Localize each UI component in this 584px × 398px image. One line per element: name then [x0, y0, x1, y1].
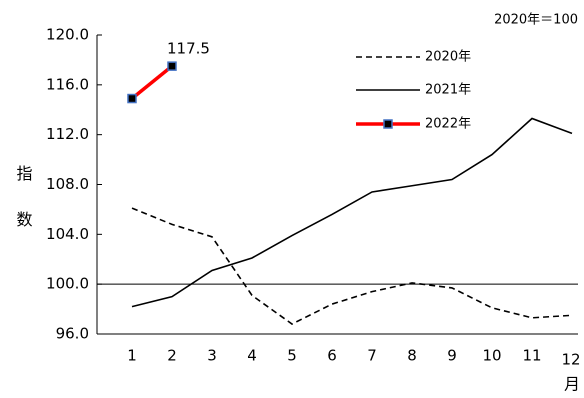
- y-tick-label: 108.0: [46, 175, 89, 193]
- series-line: [131, 207, 573, 325]
- x-tick-label: 1: [127, 347, 137, 365]
- x-tick-label: 4: [247, 347, 257, 365]
- data-label: 117.5: [167, 40, 210, 58]
- y-tick-label: 112.0: [46, 125, 89, 143]
- series-line: [131, 117, 573, 308]
- legend-marker: [383, 119, 393, 129]
- legend-label: 2021年: [425, 83, 471, 98]
- legend-label: 2020年: [425, 50, 471, 65]
- x-tick-label: 9: [447, 347, 457, 365]
- point: [167, 61, 177, 71]
- x-tick-label: 10: [482, 347, 501, 365]
- x-tick-label: 8: [407, 347, 417, 365]
- x-tick-label: 7: [367, 347, 377, 365]
- legend-label: 2022年: [425, 117, 471, 132]
- x-tick-label: 6: [327, 347, 337, 365]
- y-tick-label: 104.0: [46, 225, 89, 243]
- y-tick-label: 120.0: [46, 26, 89, 44]
- point: [127, 93, 137, 104]
- x-axis-label: 月: [564, 375, 580, 394]
- x-tick-label: 3: [207, 347, 217, 365]
- y-tick-label: 116.0: [46, 75, 89, 93]
- y-tick-label: 96.0: [56, 325, 89, 343]
- x-tick-label: 12: [561, 351, 580, 369]
- series-line: [130, 64, 174, 100]
- chart-note: 2020年＝100: [494, 13, 578, 28]
- x-tick-label: 11: [522, 347, 541, 365]
- x-tick-label: 2: [167, 347, 177, 365]
- y-axis-label: 指数: [14, 165, 33, 257]
- x-tick-label: 5: [287, 347, 297, 365]
- y-tick-label: 100.0: [46, 275, 89, 293]
